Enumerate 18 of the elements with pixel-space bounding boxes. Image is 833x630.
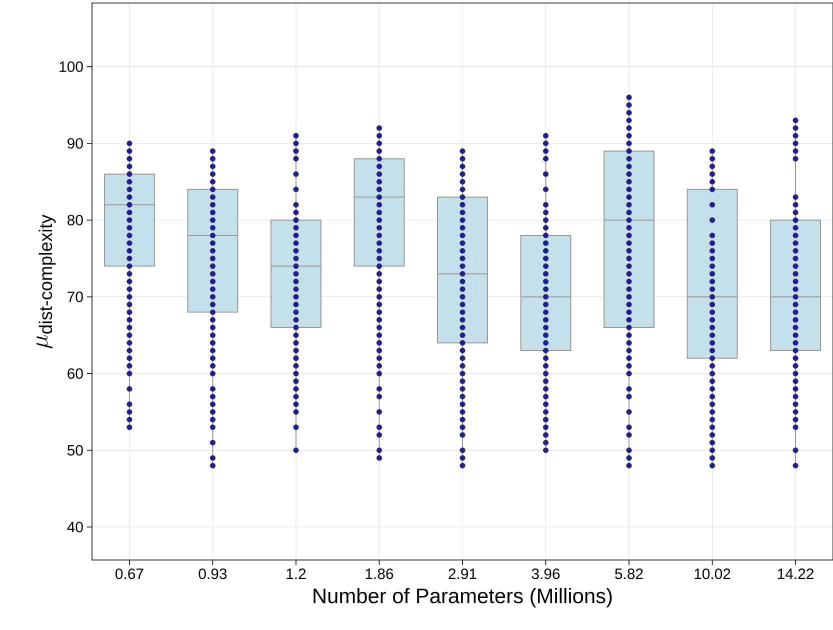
x-tick-label: 14.22 [778,568,814,579]
y-tick-label: 90 [68,138,83,149]
x-tick-label: 0.67 [116,568,144,580]
y-tick-label: 80 [68,214,83,226]
x-tick-label: 1.2 [286,568,306,579]
y-axis-title: $\mu_{\text{dist-complexity}}$ [36,214,56,348]
y-tick-label: 70 [68,292,83,302]
x-axis-title: Number of Parameters (Millions) [314,588,612,608]
x-tick-label: 3.96 [532,568,560,580]
x-tick-label: 10.02 [694,568,730,580]
y-tick-label: 100 [60,61,83,72]
y-tick-label: 50 [67,444,83,456]
x-tick-label: 5.82 [615,568,643,580]
x-tick-label: 2.91 [448,568,476,580]
y-tick-label: 60 [68,368,83,379]
x-tick-label: 0.93 [198,568,227,580]
y-tick-label: 40 [67,522,83,532]
x-tick-label: 1.86 [366,568,394,580]
